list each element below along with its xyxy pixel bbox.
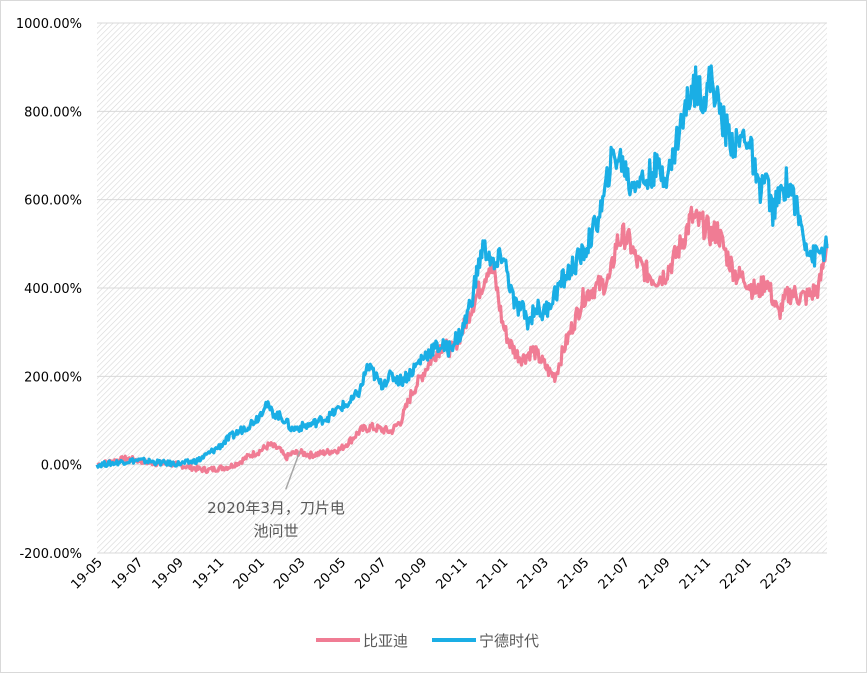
y-tick-label: -200.00% bbox=[19, 547, 82, 562]
x-tick-label: 20-11 bbox=[434, 555, 471, 592]
x-tick-label: 19-07 bbox=[109, 555, 146, 592]
y-tick-label: 400.00% bbox=[24, 282, 82, 297]
x-tick-label: 21-09 bbox=[636, 555, 673, 592]
annotation-leader bbox=[285, 451, 301, 490]
x-tick-label: 21-07 bbox=[596, 555, 633, 592]
legend: 比亚迪 宁德时代 bbox=[316, 632, 539, 650]
x-tick-label: 22-01 bbox=[717, 555, 754, 592]
x-tick-label: 21-03 bbox=[515, 555, 552, 592]
annotation-text: 2020年3月，刀片电 bbox=[207, 499, 345, 517]
y-tick-label: 200.00% bbox=[24, 370, 82, 385]
x-tick-label: 20-09 bbox=[393, 555, 430, 592]
y-axis: -200.00% 0.00% 200.00% 400.00% 600.00% 800.00… bbox=[16, 17, 82, 562]
series-line-catl bbox=[95, 64, 829, 469]
x-tick-label: 21-01 bbox=[474, 555, 511, 592]
x-tick-label: 19-09 bbox=[150, 555, 187, 592]
y-tick-label: 0.00% bbox=[41, 459, 82, 474]
x-tick-label: 21-11 bbox=[677, 555, 714, 592]
x-tick-label: 21-05 bbox=[555, 555, 592, 592]
legend-label: 宁德时代 bbox=[479, 632, 539, 650]
x-tick-label: 22-03 bbox=[758, 555, 795, 592]
x-tick-label: 20-03 bbox=[271, 555, 308, 592]
x-tick-label: 20-05 bbox=[312, 555, 349, 592]
x-tick-label: 19-11 bbox=[190, 555, 227, 592]
y-tick-label: 1000.00% bbox=[16, 17, 82, 32]
legend-label: 比亚迪 bbox=[363, 632, 408, 650]
series-group bbox=[95, 64, 829, 475]
annotation-text: 池问世 bbox=[253, 522, 298, 540]
y-tick-label: 600.00% bbox=[24, 194, 82, 209]
x-tick-label: 20-01 bbox=[231, 555, 268, 592]
x-axis: 19-05 19-07 19-09 19-11 20-01 20-03 20-05 20-07… bbox=[69, 555, 796, 592]
x-tick-label: 20-07 bbox=[352, 555, 389, 592]
y-tick-label: 800.00% bbox=[24, 105, 82, 120]
